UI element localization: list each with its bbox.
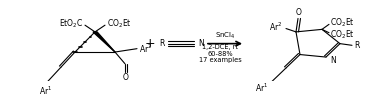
Text: Ar$^2$: Ar$^2$ [269,21,282,33]
Text: SnCl$_4$: SnCl$_4$ [215,31,235,41]
Text: O: O [123,73,129,82]
Text: +: + [145,37,155,50]
Text: CO$_2$Et: CO$_2$Et [330,28,355,41]
Text: 17 examples: 17 examples [198,57,242,63]
Polygon shape [93,32,115,52]
Text: Ar$^2$: Ar$^2$ [139,42,152,55]
Text: N: N [198,39,204,48]
Text: Ar$^1$: Ar$^1$ [39,84,52,96]
Text: O: O [296,8,302,17]
Text: R: R [160,39,165,48]
Text: R: R [354,41,359,50]
Text: Ar$^1$: Ar$^1$ [255,82,268,94]
Text: N: N [330,56,336,65]
Text: CO$_2$Et: CO$_2$Et [330,16,355,29]
Text: CO$_2$Et: CO$_2$Et [107,17,132,30]
Text: 60-88%: 60-88% [207,51,233,57]
Text: EtO$_2$C: EtO$_2$C [59,17,83,30]
Text: 1,2-DCE, rt: 1,2-DCE, rt [202,44,238,50]
